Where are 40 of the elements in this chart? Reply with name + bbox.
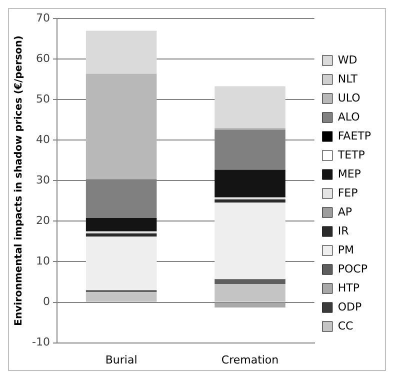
bar — [214, 170, 286, 198]
legend-label: FAETP — [338, 129, 372, 142]
legend-label: CC — [338, 319, 354, 332]
bar — [86, 292, 157, 302]
x-tick-label: Cremation — [221, 353, 279, 366]
y-tick-label: 30 — [36, 174, 50, 187]
x-tick-label: Burial — [105, 353, 138, 366]
legend-label: ODP — [338, 300, 362, 314]
legend-label: TETP — [336, 148, 366, 162]
legend-label: IR — [338, 224, 350, 238]
y-tick-label: 10 — [36, 254, 50, 268]
legend-label: NLT — [338, 72, 358, 86]
legend-label: HTP — [338, 281, 360, 294]
legend-label: PM — [338, 243, 354, 256]
y-tick-label: 0 — [42, 295, 50, 308]
legend-label: AP — [338, 205, 352, 218]
y-tick-label: 20 — [36, 214, 50, 228]
bar — [214, 86, 286, 128]
legend-label: POCP — [338, 262, 368, 276]
legend-label: ALO — [338, 110, 360, 124]
bar — [214, 302, 286, 308]
y-tick-label: -10 — [32, 336, 50, 349]
legend-label: ULO — [338, 91, 361, 104]
legend-label: FEP — [338, 186, 358, 200]
bar — [214, 202, 286, 280]
bar — [86, 218, 157, 232]
y-tick-label: 50 — [36, 92, 50, 106]
legend-label: WD — [338, 53, 358, 66]
y-axis-title: Environmental impacts in shadow prices (€/person) — [14, 36, 25, 326]
bar — [86, 233, 157, 237]
bar — [86, 236, 157, 290]
bar — [214, 284, 286, 302]
y-tick-label: 60 — [36, 52, 50, 65]
y-tick-label: 40 — [36, 133, 50, 146]
legend-label: MEP — [338, 167, 362, 180]
bar — [214, 199, 286, 203]
y-tick-label: 70 — [36, 11, 50, 24]
bar — [86, 30, 157, 74]
bar — [86, 74, 157, 180]
bar — [214, 279, 286, 284]
